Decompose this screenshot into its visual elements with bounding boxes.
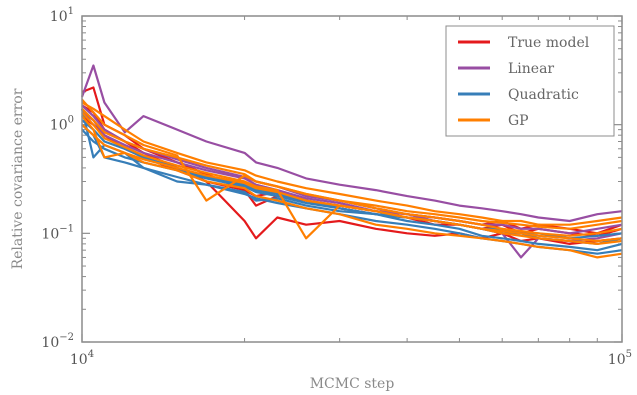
tick-label-layer: 10−2 10−1 100 101 104 105 — [41, 6, 632, 368]
series-line — [81, 101, 623, 226]
series-group — [81, 98, 623, 259]
legend-label: Quadratic — [508, 87, 579, 103]
series-line — [81, 111, 623, 245]
legend-label: GP — [508, 113, 529, 129]
legend-box — [445, 25, 615, 137]
series-line — [80, 64, 623, 223]
x-tick-label: 105 — [608, 349, 632, 368]
series-line — [81, 98, 623, 237]
series-line — [81, 115, 623, 259]
plot-frame — [81, 15, 623, 343]
series-line — [81, 111, 623, 235]
y-axis-label: Relative covariance error — [10, 88, 26, 269]
legend-label: Linear — [508, 61, 554, 77]
y-tick-label: 100 — [50, 115, 74, 134]
y-tick-label: 101 — [50, 6, 74, 25]
x-tick-label: 104 — [70, 349, 94, 368]
series-layer — [80, 64, 623, 259]
y-tick-label: 10−1 — [41, 223, 74, 242]
series-line — [81, 119, 623, 252]
y-tick-label: 10−2 — [41, 332, 74, 351]
legend-label: True model — [508, 35, 590, 51]
x-axis-label: MCMC step — [310, 376, 395, 392]
legend: True model Linear Quadratic GP — [445, 25, 615, 137]
legend-entries: True model Linear Quadratic GP — [458, 35, 590, 129]
